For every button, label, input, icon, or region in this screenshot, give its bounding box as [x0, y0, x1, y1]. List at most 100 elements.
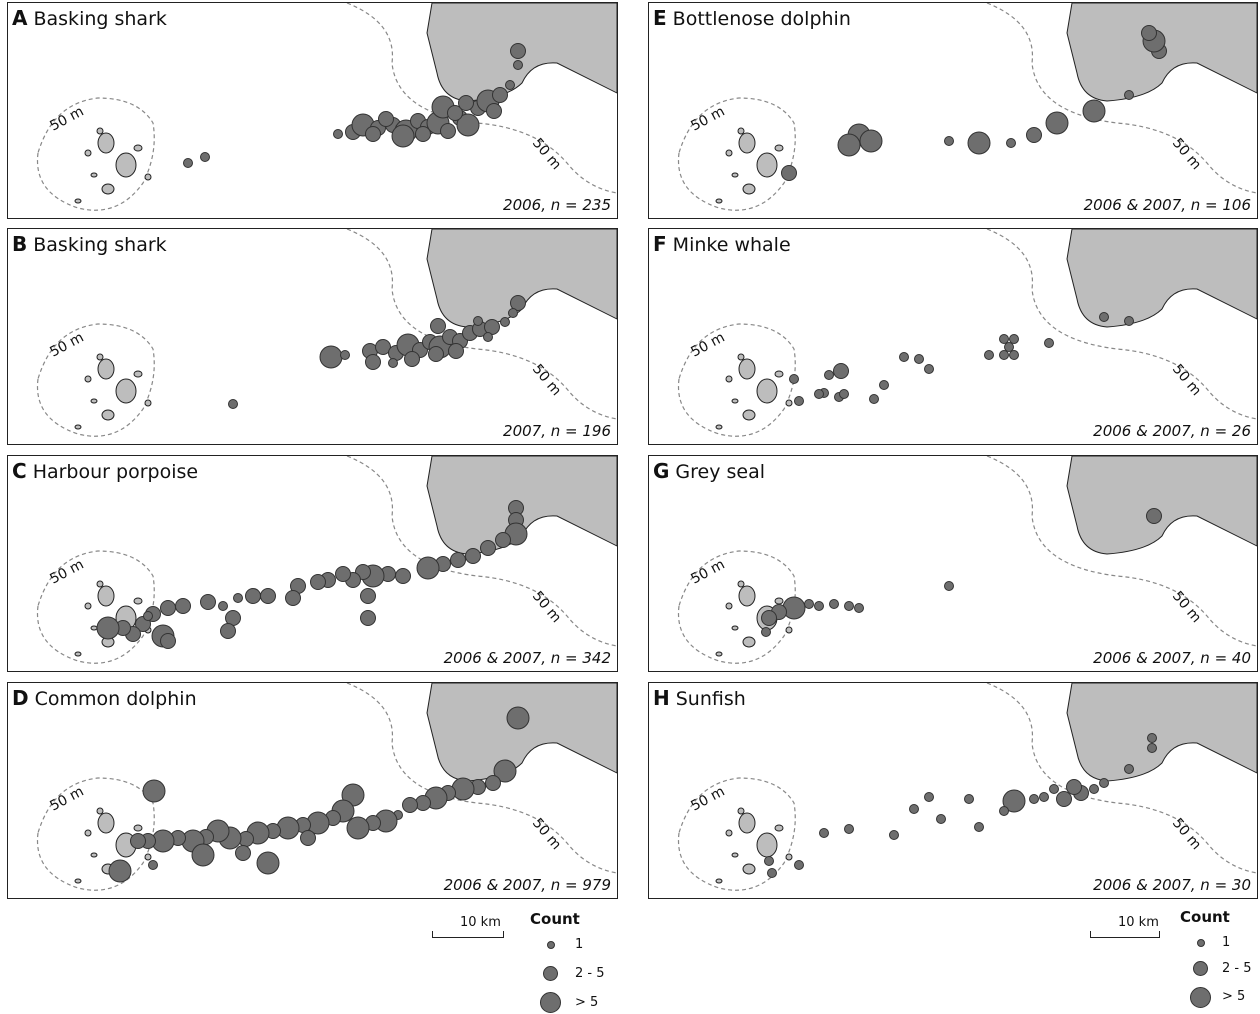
sighting-marker: [844, 824, 854, 834]
sighting-marker: [1006, 138, 1016, 148]
sighting-marker: [814, 389, 824, 399]
map-panel-g: 50 m 50 m G Grey seal 2006 & 2007, n = 40: [648, 455, 1258, 672]
mainland: [426, 683, 617, 782]
island: [731, 852, 739, 858]
sighting-marker: [1026, 127, 1042, 143]
sighting-marker: [794, 396, 804, 406]
sighting-marker: [944, 136, 954, 146]
scale-label: 10 km: [460, 915, 501, 930]
sighting-marker: [160, 600, 176, 616]
panel-title: A Basking shark: [12, 7, 167, 30]
panel-footer: 2006 & 2007, n = 342: [443, 649, 611, 667]
panel-title: G Grey seal: [653, 460, 765, 483]
island: [742, 183, 756, 195]
sighting-marker: [1044, 338, 1054, 348]
isobath-islands: [677, 97, 796, 211]
sighting-marker: [1049, 784, 1059, 794]
sighting-marker: [761, 627, 771, 637]
sighting-marker: [513, 60, 523, 70]
island: [74, 878, 82, 884]
island: [738, 585, 756, 607]
panel-letter: C: [12, 459, 27, 483]
legend-dot-medium: [1193, 961, 1208, 976]
map-canvas: 50 m50 m: [36, 229, 617, 437]
sighting-marker: [859, 129, 883, 153]
sighting-marker: [233, 593, 243, 603]
map-canvas: 50 m50 m: [677, 3, 1257, 211]
map-canvas: 50 m50 m: [677, 456, 1257, 664]
depth-label: 50 m: [47, 330, 86, 361]
legend-label-small: 1: [1222, 935, 1231, 950]
sighting-marker: [814, 601, 824, 611]
legend-label-large: > 5: [1222, 989, 1246, 1004]
sighting-marker: [360, 610, 376, 626]
sighting-marker: [130, 833, 146, 849]
sighting-marker: [833, 363, 849, 379]
sighting-marker: [108, 859, 132, 883]
species-name: Sunfish: [675, 688, 746, 710]
island: [90, 172, 98, 178]
sighting-marker: [473, 316, 483, 326]
depth-label: 50 m: [47, 557, 86, 588]
panel-letter: F: [653, 232, 667, 256]
species-name: Bottlenose dolphin: [672, 8, 851, 30]
island: [737, 807, 745, 815]
sighting-marker: [415, 795, 431, 811]
sighting-marker: [1141, 25, 1157, 41]
sighting-marker: [220, 623, 236, 639]
sighting-marker: [964, 794, 974, 804]
depth-label: 50 m: [688, 557, 727, 588]
island: [725, 602, 733, 610]
sighting-marker: [175, 598, 191, 614]
sighting-marker: [480, 540, 496, 556]
isobath-islands: [677, 550, 796, 664]
sighting-marker: [829, 599, 839, 609]
panel-footer: 2006, n = 235: [503, 196, 611, 214]
sighting-marker: [824, 370, 834, 380]
sighting-marker: [767, 868, 777, 878]
legend-label-medium: 2 - 5: [1222, 961, 1252, 976]
legend-dot-small: [547, 941, 555, 949]
sighting-marker: [1056, 791, 1072, 807]
island: [715, 651, 723, 657]
species-name: Basking shark: [33, 234, 167, 256]
sighting-marker: [335, 566, 351, 582]
island: [725, 149, 733, 157]
sighting-marker: [1004, 342, 1014, 352]
sighting-marker: [200, 152, 210, 162]
sighting-marker: [1039, 792, 1049, 802]
panel-letter: E: [653, 6, 667, 30]
sighting-marker: [486, 103, 502, 119]
sighting-marker: [365, 354, 381, 370]
legend-title: Count: [1180, 908, 1230, 926]
sighting-marker: [451, 777, 475, 801]
mainland: [1066, 229, 1257, 328]
sighting-marker: [510, 43, 526, 59]
island: [90, 398, 98, 404]
panel-footer: 2006 & 2007, n = 26: [1093, 422, 1251, 440]
panel-title: H Sunfish: [653, 687, 746, 710]
island: [84, 375, 92, 383]
sighting-marker: [200, 594, 216, 610]
species-name: Minke whale: [672, 234, 791, 256]
isobath-line: [986, 229, 1257, 420]
island: [96, 353, 104, 361]
sighting-marker: [1009, 350, 1019, 360]
panel-letter: G: [653, 459, 670, 483]
legend-dot-large: [540, 992, 561, 1013]
sighting-marker: [378, 111, 394, 127]
sighting-marker: [415, 126, 431, 142]
island: [97, 812, 115, 834]
island: [97, 585, 115, 607]
sighting-marker: [508, 308, 518, 318]
sighting-marker: [1124, 90, 1134, 100]
sighting-marker: [440, 123, 456, 139]
sighting-marker: [500, 317, 510, 327]
island: [725, 829, 733, 837]
sighting-marker: [1099, 778, 1109, 788]
panel-title: B Basking shark: [12, 233, 167, 256]
sighting-marker: [819, 828, 829, 838]
sighting-marker: [416, 556, 440, 580]
sighting-marker: [879, 380, 889, 390]
map-panel-f: 50 m 50 m F Minke whale 2006 & 2007, n = 2…: [648, 228, 1258, 445]
